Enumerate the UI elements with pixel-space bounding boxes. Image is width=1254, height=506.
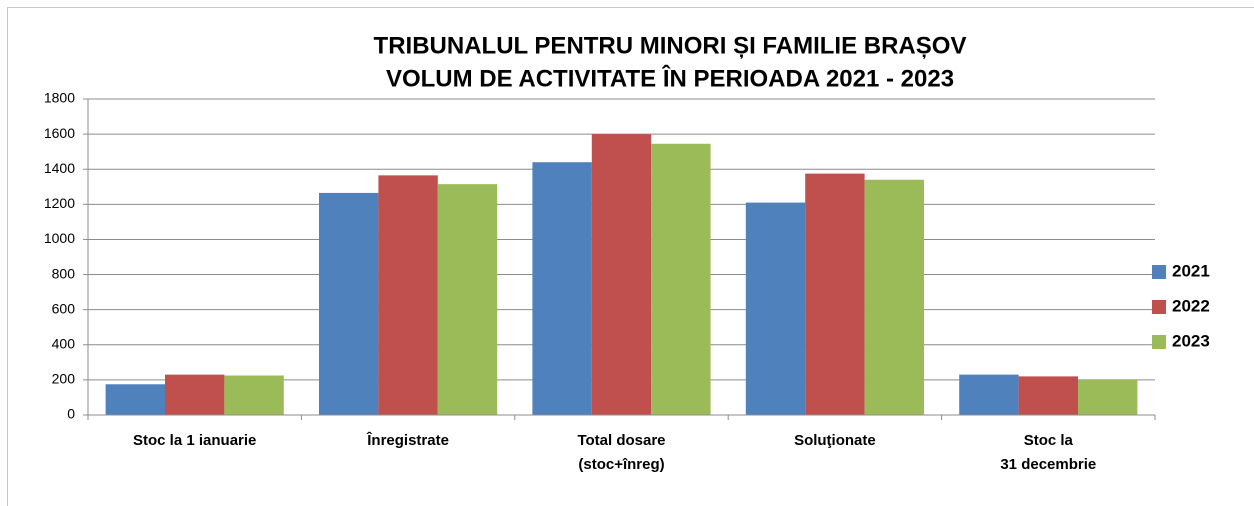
bar — [105, 384, 166, 415]
y-tick-label: 0 — [67, 406, 75, 422]
y-tick-label: 200 — [52, 371, 76, 387]
bar — [319, 192, 379, 415]
x-tick-label: Stoc la 1 ianuarie — [133, 432, 256, 449]
y-tick-label: 400 — [52, 335, 76, 351]
bar — [591, 134, 652, 415]
chart-title: TRIBUNALUL PENTRU MINORI ȘI FAMILIE BRAȘ… — [374, 32, 967, 59]
bar — [437, 184, 498, 415]
bar — [864, 179, 924, 415]
x-tick-label: Stoc la — [1024, 432, 1074, 449]
y-tick-label: 1200 — [44, 195, 75, 211]
chart-title: VOLUM DE ACTIVITATE ÎN PERIOADA 2021 - 2… — [386, 64, 954, 92]
legend-label: 2023 — [1172, 331, 1210, 350]
x-tick-label: (stoc+înreg) — [578, 456, 664, 473]
y-tick-label: 1600 — [44, 125, 75, 141]
bar — [1077, 379, 1138, 415]
bar — [224, 375, 284, 415]
legend-label: 2021 — [1172, 261, 1210, 280]
y-tick-label: 1400 — [44, 160, 75, 176]
y-tick-label: 800 — [52, 265, 76, 281]
legend-swatch — [1152, 265, 1166, 279]
x-tick-label: Soluţionate — [794, 432, 876, 449]
bar — [165, 374, 225, 415]
bar — [745, 202, 806, 415]
bar — [651, 143, 711, 415]
x-tick-label: Înregistrate — [366, 431, 449, 449]
bar — [378, 175, 438, 415]
bar — [1018, 376, 1078, 415]
x-tick-label: 31 decembrie — [1000, 456, 1096, 473]
bar — [532, 162, 592, 415]
x-tick-label: Total dosare — [577, 432, 665, 449]
y-tick-label: 1800 — [44, 90, 75, 106]
bar — [805, 173, 865, 415]
legend-swatch — [1152, 335, 1166, 349]
bar — [959, 374, 1019, 415]
y-tick-label: 600 — [52, 300, 76, 316]
legend-swatch — [1152, 300, 1166, 314]
y-tick-label: 1000 — [44, 230, 75, 246]
legend-label: 2022 — [1172, 296, 1210, 315]
